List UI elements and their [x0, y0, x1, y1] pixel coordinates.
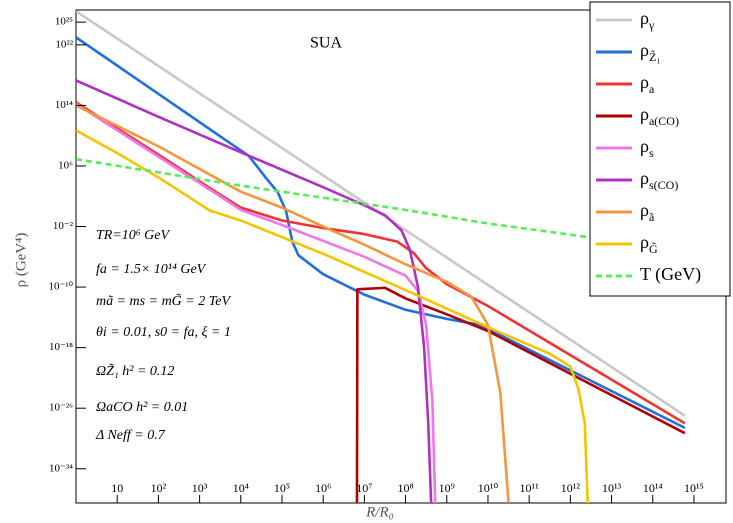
legend-label: ργ — [640, 8, 655, 32]
x-tick-label: 10¹¹ — [520, 481, 540, 495]
legend-label: ρã — [640, 200, 655, 224]
x-tick-label: 10³ — [192, 481, 208, 495]
x-tick-label: 10⁸ — [397, 481, 413, 495]
y-tick-label: 10⁶ — [58, 159, 73, 171]
y-tick-label: 10⁻²⁶ — [49, 402, 73, 414]
series-layer — [76, 10, 686, 503]
y-tick-label: 10⁻¹⁸ — [49, 341, 73, 353]
legend-label: ρa(CO) — [640, 104, 679, 128]
series-line — [76, 102, 437, 503]
legend-label: ρs(CO) — [640, 168, 678, 192]
x-tick-label: 10⁵ — [274, 481, 290, 495]
x-tick-label: 10¹³ — [602, 481, 622, 495]
series-line — [76, 79, 433, 503]
y-tick-label: 10¹⁴ — [55, 99, 73, 111]
x-tick-label: 10⁷ — [356, 481, 372, 495]
chart-title: SUA — [310, 35, 342, 52]
y-tick-label: 10⁻² — [53, 220, 74, 232]
y-tick-label: 10⁻¹⁰ — [48, 281, 73, 293]
y-axis-label: ρ (GeV⁴) — [13, 233, 29, 288]
series-line — [76, 157, 600, 240]
x-tick-label: 10¹⁴ — [643, 481, 663, 495]
y-tick-label: 10²⁵ — [55, 16, 73, 28]
legend-label: T (GeV) — [640, 264, 701, 285]
series-line — [76, 36, 686, 430]
annotation: Δ Neff = 0.7 — [95, 428, 166, 443]
legend-label: ρs — [640, 136, 654, 160]
x-tick-label: 10¹⁰ — [478, 481, 499, 495]
annotation: ΩZ̃₁ h² = 0.12 — [96, 363, 174, 379]
annotation: θi = 0.01, s0 = fa, ξ = 1 — [96, 325, 231, 340]
y-tick-label: 10⁻³⁴ — [49, 462, 73, 474]
x-tick-label: 10¹² — [561, 481, 581, 495]
annotation: fa = 1.5× 10¹⁴ GeV — [96, 262, 207, 277]
legend-label: ρG̃ — [640, 232, 658, 256]
x-axis-label: R/R₀ — [365, 504, 394, 520]
y-tick-label: 10²² — [55, 38, 73, 50]
annotation: mã = ms = mG̃ = 2 TeV — [96, 293, 231, 309]
annotation: TR=10⁶ GeV — [96, 228, 170, 243]
x-tick-label: 10⁹ — [439, 481, 455, 495]
annotation: ΩaCO h² = 0.01 — [96, 400, 188, 415]
legend-label: ρZ̃₁ — [640, 40, 661, 64]
x-tick-label: 10 — [111, 481, 123, 495]
series-line — [76, 129, 589, 503]
x-tick-label: 10² — [151, 481, 167, 495]
x-tick-label: 10⁴ — [233, 481, 249, 495]
legend-label: ρa — [640, 72, 655, 96]
x-tick-label: 10⁶ — [315, 481, 331, 495]
x-tick-label: 10¹⁵ — [684, 481, 704, 495]
